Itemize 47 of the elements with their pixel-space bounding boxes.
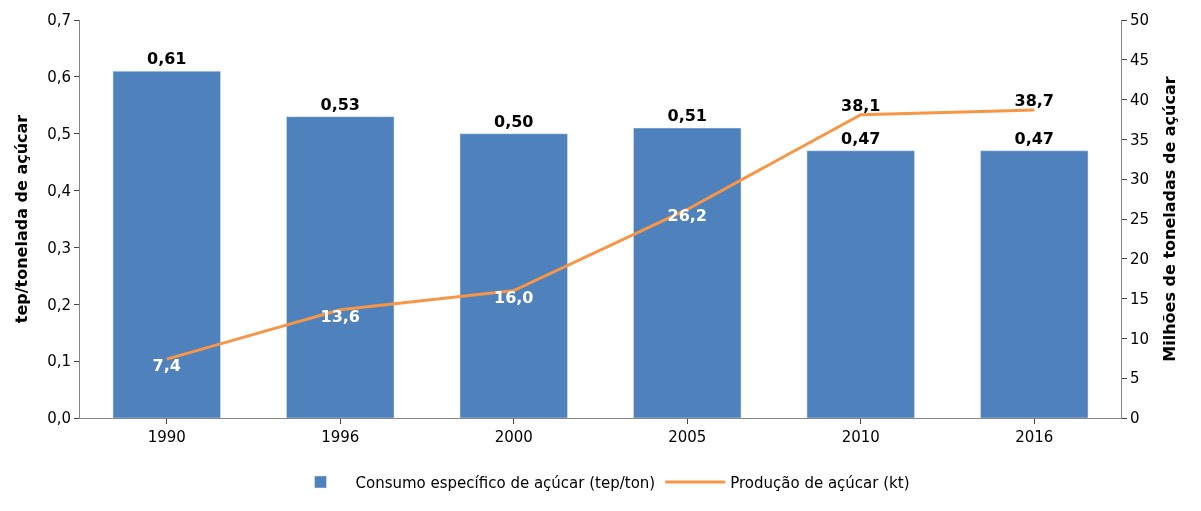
data-label: 13,6 xyxy=(320,306,360,326)
x-tick-label: 1996 xyxy=(321,428,360,446)
y-tick-label: 0,3 xyxy=(47,238,71,257)
bar xyxy=(633,127,742,418)
y-axis-title: tep/tonelada de açúcar xyxy=(12,114,32,324)
x-tick-label: 2000 xyxy=(494,428,533,446)
legend-label: Consumo específico de açúcar (tep/ton) xyxy=(355,473,656,492)
data-label: 38,1 xyxy=(841,95,881,115)
y2-tick-label: 10 xyxy=(1130,329,1150,348)
x-tick-label: 2010 xyxy=(841,428,880,446)
bar xyxy=(112,70,221,418)
y2-tick-label: 45 xyxy=(1130,51,1150,70)
y2-tick-label: 15 xyxy=(1130,289,1150,308)
data-label: 7,4 xyxy=(152,356,181,376)
data-label: 0,51 xyxy=(667,106,707,126)
x-tick-label: 2005 xyxy=(668,428,707,446)
y2-tick-label: 5 xyxy=(1130,369,1140,388)
data-label: 0,47 xyxy=(841,128,881,148)
y-tick-label: 0,5 xyxy=(47,124,71,143)
data-label: 38,7 xyxy=(1014,90,1054,110)
y-tick-label: 0,2 xyxy=(47,295,71,314)
bar xyxy=(806,150,915,418)
y2-tick-label: 0 xyxy=(1130,409,1140,428)
y2-tick-label: 40 xyxy=(1130,90,1150,109)
y2-axis-title: Milhões de toneladas de açúcar xyxy=(1159,76,1179,362)
data-label: 0,47 xyxy=(1014,128,1054,148)
x-tick-label: 2016 xyxy=(1015,428,1054,446)
y2-tick-label: 35 xyxy=(1130,130,1150,149)
x-tick-label: 1990 xyxy=(147,428,186,446)
data-label: 26,2 xyxy=(667,206,707,226)
bar xyxy=(286,116,395,418)
y2-tick-label: 20 xyxy=(1130,250,1150,269)
legend-label: Produção de açúcar (kt) xyxy=(730,473,910,492)
y-tick-label: 0,6 xyxy=(47,68,71,87)
data-label: 16,0 xyxy=(494,287,534,307)
bar xyxy=(980,150,1089,418)
y-tick-label: 0,1 xyxy=(47,352,71,371)
data-label: 0,61 xyxy=(147,49,187,69)
data-label: 0,50 xyxy=(494,111,534,131)
y2-tick-label: 50 xyxy=(1130,11,1150,30)
data-label: 0,53 xyxy=(320,94,360,114)
y2-tick-label: 25 xyxy=(1130,210,1150,229)
y2-tick-label: 30 xyxy=(1130,170,1150,189)
y-tick-label: 0,7 xyxy=(47,11,71,30)
bar xyxy=(459,133,568,418)
y-tick-label: 0,4 xyxy=(47,181,71,200)
y-tick-label: 0,0 xyxy=(47,409,71,428)
